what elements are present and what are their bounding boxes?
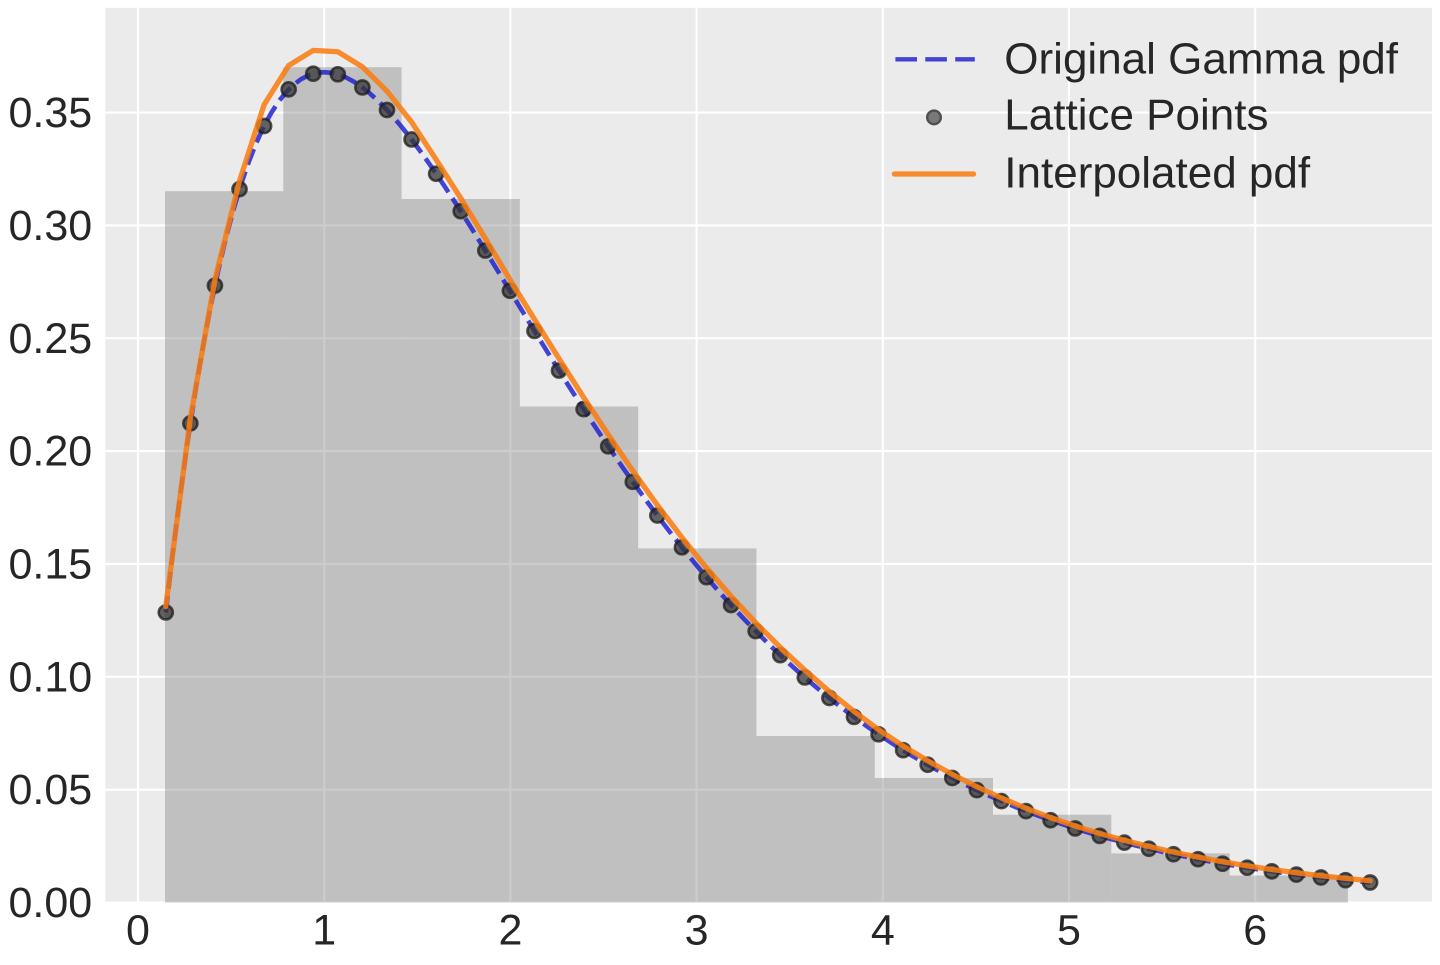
svg-text:Interpolated pdf: Interpolated pdf xyxy=(1004,148,1311,197)
svg-text:3: 3 xyxy=(685,907,709,955)
svg-text:0.35: 0.35 xyxy=(8,89,92,137)
svg-text:4: 4 xyxy=(871,907,895,955)
svg-text:0.05: 0.05 xyxy=(8,766,92,814)
svg-text:5: 5 xyxy=(1057,907,1081,955)
svg-text:6: 6 xyxy=(1243,907,1267,955)
svg-text:0.00: 0.00 xyxy=(8,879,92,927)
svg-text:0.20: 0.20 xyxy=(8,428,92,476)
svg-text:Original Gamma pdf: Original Gamma pdf xyxy=(1004,35,1398,84)
svg-text:0.25: 0.25 xyxy=(8,315,92,363)
svg-text:0.30: 0.30 xyxy=(8,202,92,250)
svg-text:Lattice Points: Lattice Points xyxy=(1004,90,1268,139)
svg-text:0.10: 0.10 xyxy=(8,653,92,701)
svg-text:2: 2 xyxy=(498,907,522,955)
svg-text:0.15: 0.15 xyxy=(8,540,92,588)
svg-text:1: 1 xyxy=(312,907,336,955)
svg-text:0: 0 xyxy=(126,907,150,955)
